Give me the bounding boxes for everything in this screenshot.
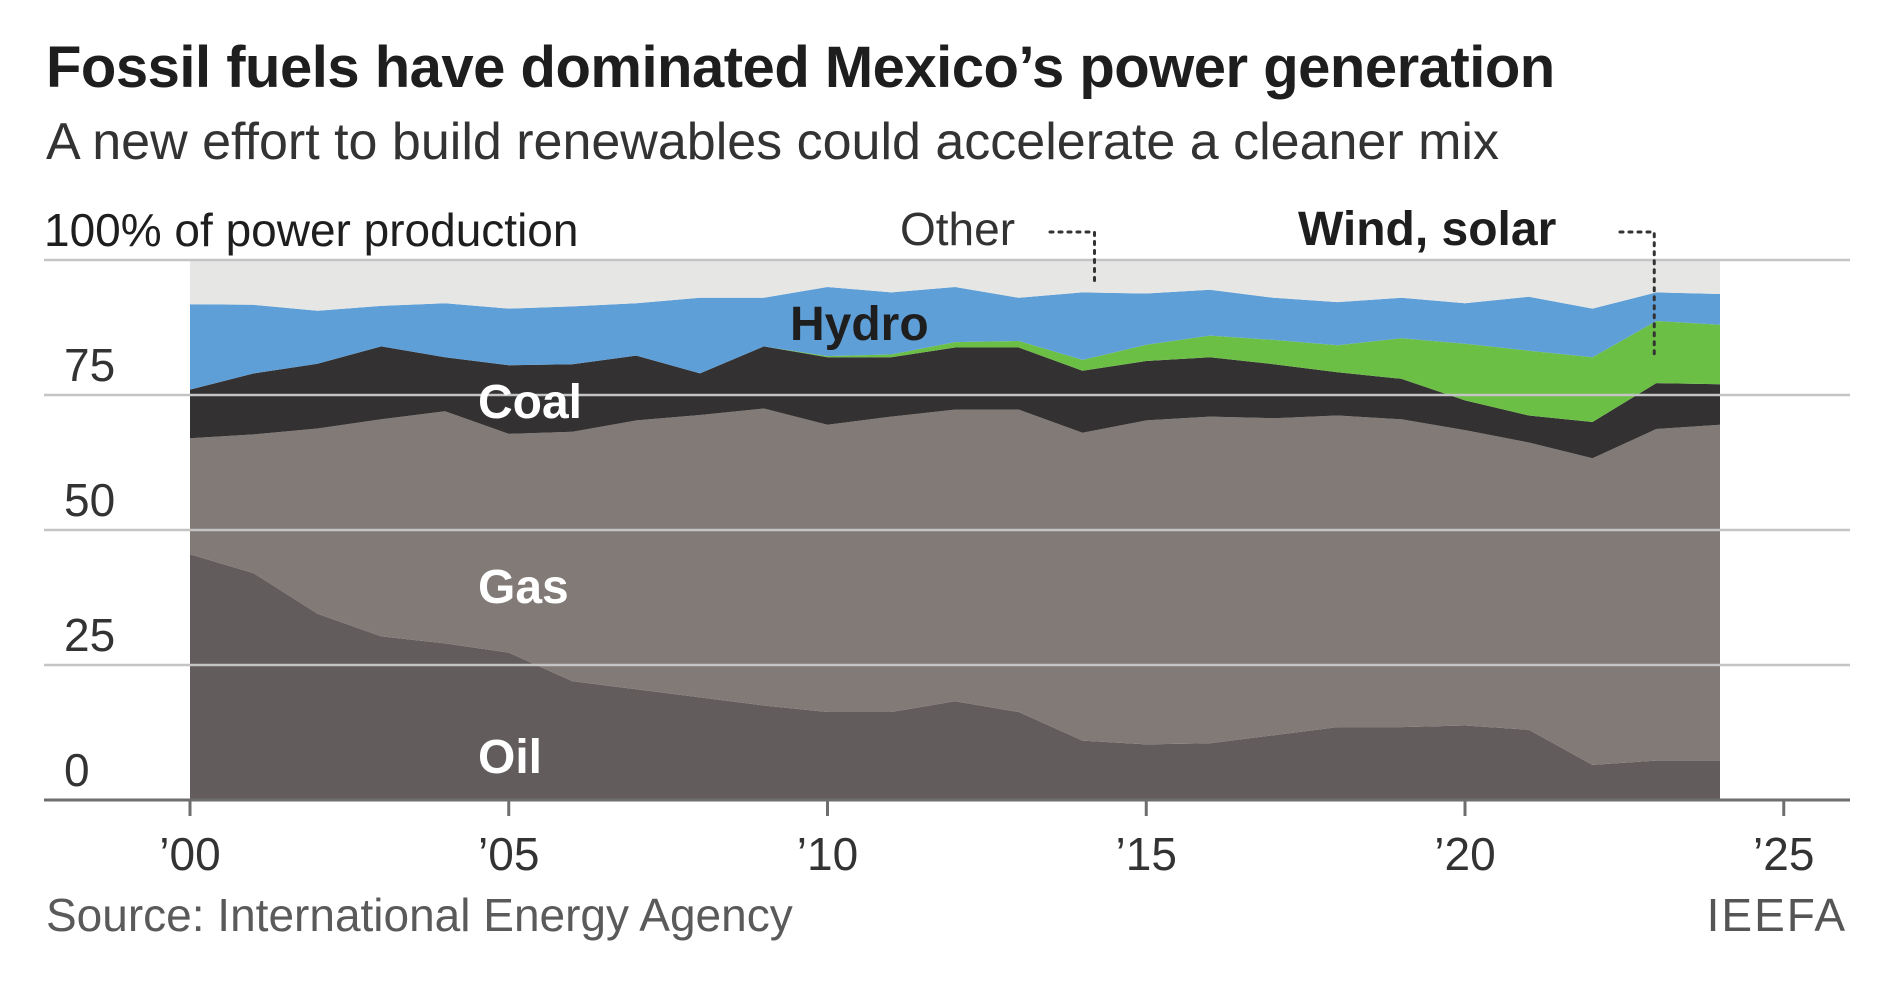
label-hydro: Hydro	[790, 298, 929, 351]
y-tick-label: 50	[64, 474, 115, 526]
x-tick-label: ’00	[159, 828, 220, 880]
label-oil: Oil	[478, 731, 542, 784]
x-tick-label: ’15	[1116, 828, 1177, 880]
y-axis-tick-labels: 0 25 50 75 100% of power production	[44, 204, 578, 796]
source-note: Source: International Energy Agency	[46, 889, 793, 941]
chart-title: Fossil fuels have dominated Mexico’s pow…	[46, 35, 1555, 100]
area-layers	[190, 260, 1720, 800]
x-tick-label: ’20	[1434, 828, 1495, 880]
gridlines	[44, 258, 1850, 802]
label-wind-solar: Wind, solar	[1298, 203, 1556, 256]
area-coal	[190, 346, 1720, 459]
y-tick-label: 0	[64, 744, 90, 796]
area-oil	[190, 554, 1720, 800]
area-other	[190, 260, 1720, 311]
x-tick-label: ’05	[478, 828, 539, 880]
area-wind_solar	[190, 321, 1720, 422]
label-coal: Coal	[478, 376, 582, 429]
chart-subtitle: A new effort to build renewables could a…	[46, 113, 1499, 171]
series-labels: Hydro Coal Gas Oil Other Wind, solar	[478, 203, 1656, 784]
brand-logo-text: IEEFA	[1706, 889, 1847, 941]
x-axis-ticks: ’00 ’05 ’10 ’15 ’20 ’25	[159, 800, 1814, 880]
y-axis-title: 100% of power production	[44, 204, 578, 256]
leader-other	[1048, 230, 1096, 284]
area-hydro	[190, 287, 1720, 390]
y-tick-label: 25	[64, 609, 115, 661]
x-tick-label: ’25	[1753, 828, 1814, 880]
leader-wind-solar	[1618, 230, 1656, 359]
y-tick-label: 75	[64, 339, 115, 391]
label-gas: Gas	[478, 561, 569, 614]
area-gas	[190, 408, 1720, 765]
x-tick-label: ’10	[797, 828, 858, 880]
label-other: Other	[900, 203, 1015, 255]
